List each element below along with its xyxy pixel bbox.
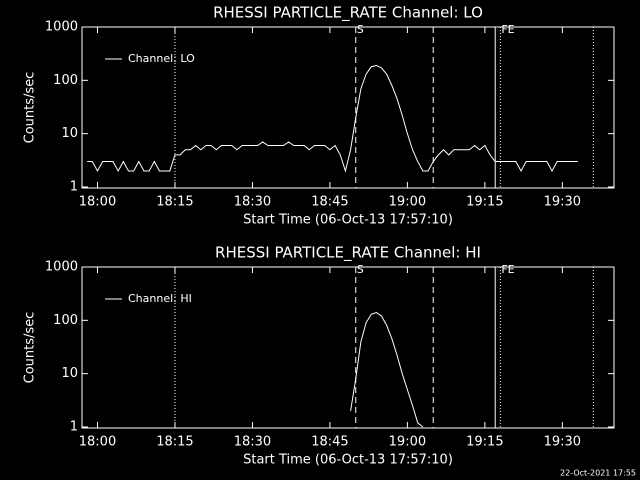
x-tick-label: 18:15: [156, 435, 193, 450]
event-label: FE: [501, 263, 514, 276]
data-line: [350, 311, 424, 428]
x-tick-label: 18:30: [234, 435, 271, 450]
legend-label: Channel: HI: [128, 292, 192, 305]
event-label: S: [357, 263, 364, 276]
y-tick-label: 1000: [45, 20, 78, 35]
x-tick-label: 19:00: [389, 435, 426, 450]
x-tick-label: 18:00: [79, 195, 116, 210]
x-tick-label: 18:45: [311, 435, 348, 450]
y-tick-label: 10: [61, 126, 78, 141]
x-tick-label: 19:30: [544, 435, 581, 450]
y-tick-label: 100: [53, 73, 78, 88]
data-line: [87, 64, 578, 173]
event-label: S: [357, 23, 364, 36]
x-tick-label: 19:15: [466, 195, 503, 210]
y-tick-label: 10: [61, 366, 78, 381]
x-tick-label: 18:15: [156, 195, 193, 210]
x-tick-label: 19:15: [466, 435, 503, 450]
y-axis-label: Counts/sec: [23, 312, 38, 384]
chart-title: RHESSI PARTICLE_RATE Channel: HI: [215, 244, 481, 263]
legend-label: Channel: LO: [128, 52, 195, 65]
y-tick-label: 1: [70, 180, 78, 195]
x-axis-label: Start Time (06-Oct-13 17:57:10): [243, 453, 453, 468]
y-tick-label: 1: [70, 420, 78, 435]
x-tick-label: 18:30: [234, 195, 271, 210]
event-label: FE: [501, 23, 514, 36]
y-axis-label: Counts/sec: [23, 72, 38, 144]
plot-frame: [81, 266, 615, 429]
x-axis-label: Start Time (06-Oct-13 17:57:10): [243, 213, 453, 228]
y-tick-label: 100: [53, 313, 78, 328]
footer: 22-Oct-2021 17:55: [560, 469, 636, 478]
x-tick-label: 18:00: [79, 435, 116, 450]
chart-title: RHESSI PARTICLE_RATE Channel: LO: [213, 4, 483, 23]
plot-frame: [81, 26, 615, 189]
x-tick-label: 19:00: [389, 195, 426, 210]
y-tick-label: 1000: [45, 260, 78, 275]
x-tick-label: 19:30: [544, 195, 581, 210]
x-tick-label: 18:45: [311, 195, 348, 210]
